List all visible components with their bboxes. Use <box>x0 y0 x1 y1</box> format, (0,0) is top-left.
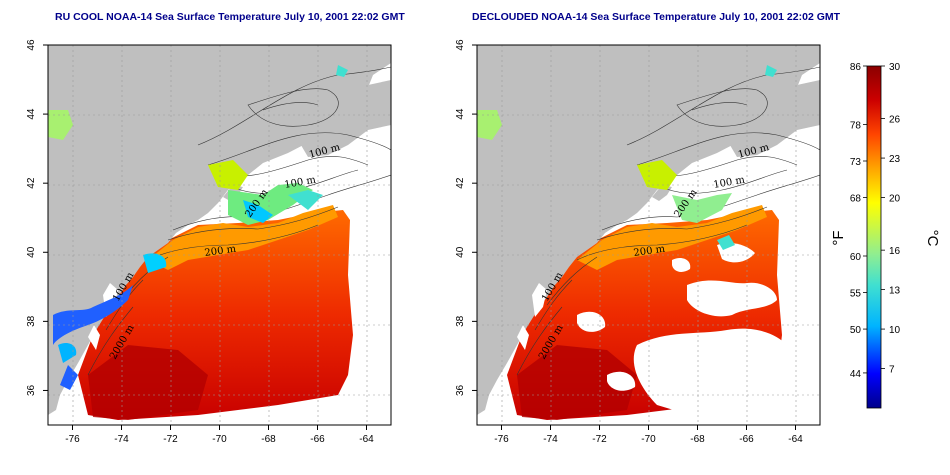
left-lon-axis: -76 -74 -72 -70 -68 -66 -64 <box>65 425 374 445</box>
lon-tick-label: -76 <box>65 434 80 445</box>
fahrenheit-unit-label: °F <box>830 230 847 245</box>
lat-tick-label: 46 <box>26 39 37 51</box>
lat-tick-label: 38 <box>455 315 466 327</box>
contour-label: 200 m <box>633 244 666 259</box>
lon-tick-label: -66 <box>310 434 325 445</box>
colorbar: 86 78 73 68 60 55 50 44 30 26 23 20 16 13 10 7 °F °C <box>830 62 941 409</box>
lat-tick-label: 46 <box>455 39 466 51</box>
lon-tick-label: -74 <box>543 434 558 445</box>
lon-tick-label: -68 <box>261 434 276 445</box>
lat-tick-label: 38 <box>26 315 37 327</box>
celsius-tick-label: 30 <box>889 62 901 73</box>
fahrenheit-tick-label: 68 <box>850 194 862 205</box>
lat-tick-label: 44 <box>26 108 37 120</box>
celsius-tick-label: 7 <box>889 365 895 376</box>
lon-tick-label: -68 <box>690 434 705 445</box>
colorbar-gradient <box>866 65 882 409</box>
left-map-title: RU COOL NOAA-14 Sea Surface Temperature … <box>55 11 405 23</box>
fahrenheit-tick-label: 78 <box>850 120 862 131</box>
right-lon-axis: -76 -74 -72 -70 -68 -66 -64 <box>494 425 803 445</box>
fahrenheit-scale: 86 78 73 68 60 55 50 44 <box>850 62 867 380</box>
fahrenheit-tick-label: 55 <box>850 289 862 300</box>
left-lat-axis: 36 38 40 42 44 46 <box>26 39 48 396</box>
lon-tick-label: -72 <box>592 434 607 445</box>
lat-tick-label: 42 <box>455 177 466 189</box>
contour-label: 200 m <box>204 244 237 259</box>
left-grid <box>48 45 391 425</box>
fahrenheit-tick-label: 86 <box>850 62 862 73</box>
celsius-tick-label: 10 <box>889 325 901 336</box>
celsius-unit-label: °C <box>924 230 941 247</box>
lat-tick-label: 42 <box>26 177 37 189</box>
celsius-tick-label: 13 <box>889 286 901 297</box>
fahrenheit-tick-label: 60 <box>850 252 862 263</box>
fahrenheit-tick-label: 50 <box>850 325 862 336</box>
celsius-tick-label: 20 <box>889 194 901 205</box>
celsius-tick-label: 26 <box>889 115 901 126</box>
celsius-scale: 30 26 23 20 16 13 10 7 <box>881 62 901 376</box>
fahrenheit-tick-label: 44 <box>850 369 862 380</box>
left-map-panel: 100 m 100 m 200 m 200 m 2000 m 100 m -76… <box>26 39 392 445</box>
lon-tick-label: -64 <box>359 434 374 445</box>
declouded-cool-patches <box>477 65 777 250</box>
celsius-tick-label: 16 <box>889 246 901 257</box>
lon-tick-label: -74 <box>114 434 129 445</box>
lon-tick-label: -64 <box>788 434 803 445</box>
right-lat-axis: 36 38 40 42 44 46 <box>455 39 477 396</box>
lon-tick-label: -72 <box>163 434 178 445</box>
right-map-panel: 100 m 100 m 200 m 200 m 2000 m 100 m -76… <box>455 39 821 445</box>
lat-tick-label: 40 <box>26 246 37 258</box>
lat-tick-label: 36 <box>455 384 466 396</box>
lat-tick-label: 40 <box>455 246 466 258</box>
right-map-title: DECLOUDED NOAA-14 Sea Surface Temperatur… <box>472 11 841 23</box>
right-grid <box>477 45 820 425</box>
fahrenheit-tick-label: 73 <box>850 157 862 168</box>
celsius-tick-label: 23 <box>889 154 901 165</box>
lon-tick-label: -70 <box>641 434 656 445</box>
lon-tick-label: -76 <box>494 434 509 445</box>
lat-tick-label: 44 <box>455 108 466 120</box>
lat-tick-label: 36 <box>26 384 37 396</box>
lon-tick-label: -66 <box>739 434 754 445</box>
lon-tick-label: -70 <box>212 434 227 445</box>
